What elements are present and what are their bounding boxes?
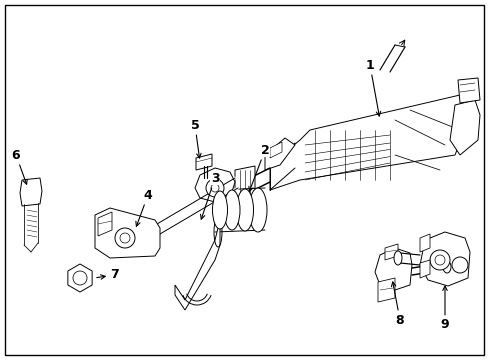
Circle shape	[205, 179, 224, 197]
Text: 9: 9	[440, 286, 448, 332]
Polygon shape	[269, 95, 464, 190]
Ellipse shape	[393, 251, 401, 265]
Text: 1: 1	[365, 59, 380, 116]
Polygon shape	[264, 138, 294, 170]
Circle shape	[115, 228, 135, 248]
Polygon shape	[449, 100, 479, 155]
Text: 8: 8	[390, 282, 404, 327]
Polygon shape	[175, 220, 220, 310]
Polygon shape	[235, 166, 254, 199]
Text: 6: 6	[12, 149, 27, 184]
Polygon shape	[419, 260, 429, 278]
Polygon shape	[457, 78, 479, 103]
Polygon shape	[384, 244, 397, 260]
Polygon shape	[196, 154, 212, 170]
Circle shape	[429, 250, 449, 270]
Text: 4: 4	[136, 189, 152, 226]
Ellipse shape	[236, 189, 253, 231]
Circle shape	[73, 271, 87, 285]
Ellipse shape	[248, 188, 266, 232]
Polygon shape	[419, 234, 429, 252]
Polygon shape	[68, 264, 92, 292]
Polygon shape	[20, 178, 42, 206]
Polygon shape	[374, 248, 411, 290]
Polygon shape	[195, 168, 235, 202]
Polygon shape	[269, 142, 282, 158]
Ellipse shape	[212, 191, 227, 229]
Polygon shape	[377, 278, 394, 302]
Ellipse shape	[442, 261, 450, 273]
Polygon shape	[419, 232, 469, 286]
Text: 7: 7	[97, 269, 119, 282]
Polygon shape	[95, 208, 160, 258]
Text: 5: 5	[190, 118, 201, 158]
Ellipse shape	[224, 190, 240, 230]
Circle shape	[451, 257, 467, 273]
Text: 3: 3	[200, 171, 219, 219]
Text: 2: 2	[248, 144, 269, 191]
Polygon shape	[98, 212, 112, 236]
